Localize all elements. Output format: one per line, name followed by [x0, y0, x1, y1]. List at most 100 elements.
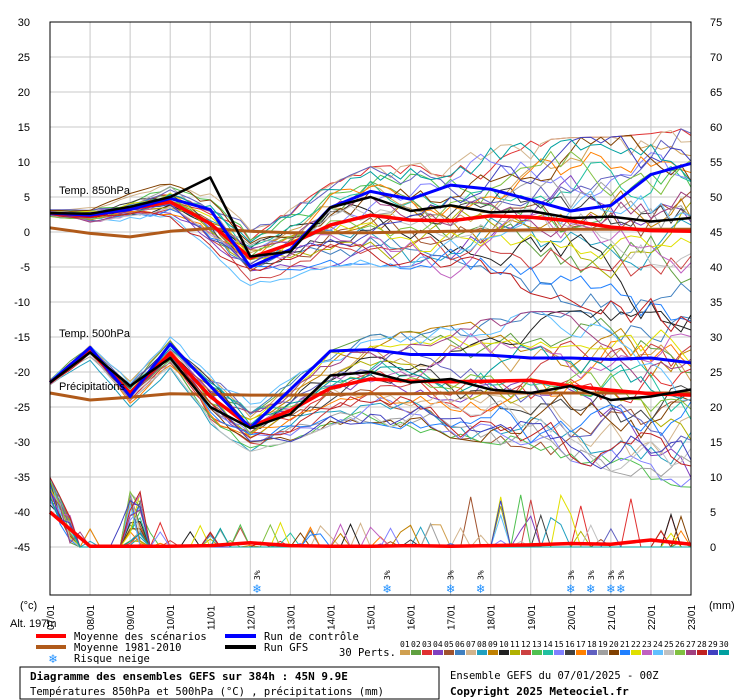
ensemble-member-t500: [49, 310, 692, 413]
snow-risk-markers: 3%❄3%❄3%❄3%❄3%❄3%❄3%❄3%❄: [252, 570, 626, 597]
series-line-t500: [49, 391, 691, 402]
series-line-t850: [49, 200, 692, 260]
snowflake-icon: ❄: [606, 582, 615, 597]
pert-swatch: [708, 650, 718, 655]
left-tick-label: -40: [14, 507, 30, 519]
pert-swatch: [455, 650, 465, 655]
pert-swatch: [521, 650, 531, 655]
pert-number: 29: [708, 640, 718, 649]
date-label: 14/01: [326, 605, 337, 630]
climatology-lines: [49, 226, 691, 402]
pert-number: 24: [653, 640, 663, 649]
ensemble-member-t850: [49, 150, 692, 258]
pert-number: 20: [609, 640, 619, 649]
date-label: 17/01: [447, 605, 458, 630]
pert-swatch: [620, 650, 630, 655]
right-tick-label: 50: [710, 192, 722, 204]
pert-swatch: [499, 650, 509, 655]
left-tick-label: -45: [14, 542, 30, 554]
pert-number: 27: [686, 640, 696, 649]
pert-swatch: [433, 650, 443, 655]
pert-swatch: [543, 650, 553, 655]
date-label: 12/01: [246, 605, 257, 630]
left-tick-label: -20: [14, 367, 30, 379]
pert-number: 18: [587, 640, 597, 649]
pert-number: 21: [620, 640, 630, 649]
series-line-precip: [48, 510, 692, 549]
pert-swatch: [554, 650, 564, 655]
right-tick-label: 35: [710, 297, 722, 309]
date-label: 20/01: [567, 605, 578, 630]
pert-number: 12: [521, 640, 531, 649]
precip-label: Précipitations: [59, 381, 126, 393]
right-tick-label: 0: [710, 542, 716, 554]
pert-swatch: [697, 650, 707, 655]
date-label: 10/01: [166, 605, 177, 630]
date-label: 07/01: [46, 605, 57, 630]
snow-risk-pct: 3%: [617, 570, 626, 580]
pert-swatch: [576, 650, 586, 655]
legend-gfs-label: Run GFS: [264, 642, 308, 654]
left-tick-label: 0: [24, 227, 30, 239]
right-tick-label: 70: [710, 52, 722, 64]
left-tick-label: 20: [18, 87, 30, 99]
pert-swatch: [565, 650, 575, 655]
perturbation-legend: 01 02 03 04 05 06 07 08 09 10 11 12 13 14 15 16 17 18 19 20…: [400, 640, 729, 655]
run-info: Ensemble GEFS du 07/01/2025 - 00Z: [450, 670, 659, 682]
snow-risk-pct: 3%: [607, 570, 616, 580]
right-tick-label: 30: [710, 332, 722, 344]
snow-risk-pct: 3%: [253, 570, 262, 580]
pert-swatch: [609, 650, 619, 655]
left-tick-label: 10: [18, 157, 30, 169]
pert-swatch: [686, 650, 696, 655]
right-tick-label: 40: [710, 262, 722, 274]
snowflake-icon: ❄: [446, 582, 455, 597]
right-tick-label: 10: [710, 472, 722, 484]
legend-control-label: Run de contrôle: [264, 631, 359, 643]
date-label: 22/01: [647, 605, 658, 630]
date-label: 11/01: [206, 605, 217, 630]
date-label: 21/01: [607, 605, 618, 630]
right-tick-label: 75: [710, 17, 722, 29]
pert-number: 10: [499, 640, 509, 649]
right-unit-label: (mm): [709, 600, 735, 612]
ensemble-member-t850: [49, 201, 692, 279]
pert-number: 05: [444, 640, 454, 649]
pert-swatch: [642, 650, 652, 655]
copyright: Copyright 2025 Meteociel.fr: [450, 685, 629, 698]
pert-swatch: [444, 650, 454, 655]
pert-swatch: [598, 650, 608, 655]
t500-label: Temp. 500hPa: [59, 328, 131, 340]
plot-frame: [49, 21, 692, 596]
right-tick-label: 45: [710, 227, 722, 239]
snow-risk-pct: 3%: [477, 570, 486, 580]
legend-clim-label: Moyenne 1981-2010: [74, 642, 181, 654]
title-line-1: Diagramme des ensembles GEFS sur 384h : …: [30, 670, 348, 683]
ensemble-member-t500: [49, 349, 692, 488]
pert-swatch: [411, 650, 421, 655]
date-label: 08/01: [86, 605, 97, 630]
left-tick-label: 25: [18, 52, 30, 64]
title-line-2: Températures 850hPa et 500hPa (°C) , pré…: [30, 686, 384, 698]
pert-swatch: [653, 650, 663, 655]
left-tick-label: 5: [24, 192, 30, 204]
right-tick-label: 25: [710, 367, 722, 379]
right-tick-label: 5: [710, 507, 716, 519]
pert-number: 15: [554, 640, 564, 649]
pert-number: 17: [576, 640, 586, 649]
pert-number: 30: [719, 640, 729, 649]
pert-number: 04: [433, 640, 443, 649]
pert-number: 08: [477, 640, 487, 649]
date-label: 18/01: [487, 605, 498, 630]
date-label: 19/01: [527, 605, 538, 630]
date-label: 13/01: [286, 605, 297, 630]
left-unit-label: (°c): [20, 600, 37, 612]
pert-swatch: [466, 650, 476, 655]
ensemble-member-t850: [49, 208, 692, 282]
legend: Moyenne des scénarios Moyenne 1981-2010 …: [36, 631, 729, 667]
date-label: 15/01: [367, 605, 378, 630]
pert-number: 25: [664, 640, 674, 649]
pert-number: 28: [697, 640, 707, 649]
